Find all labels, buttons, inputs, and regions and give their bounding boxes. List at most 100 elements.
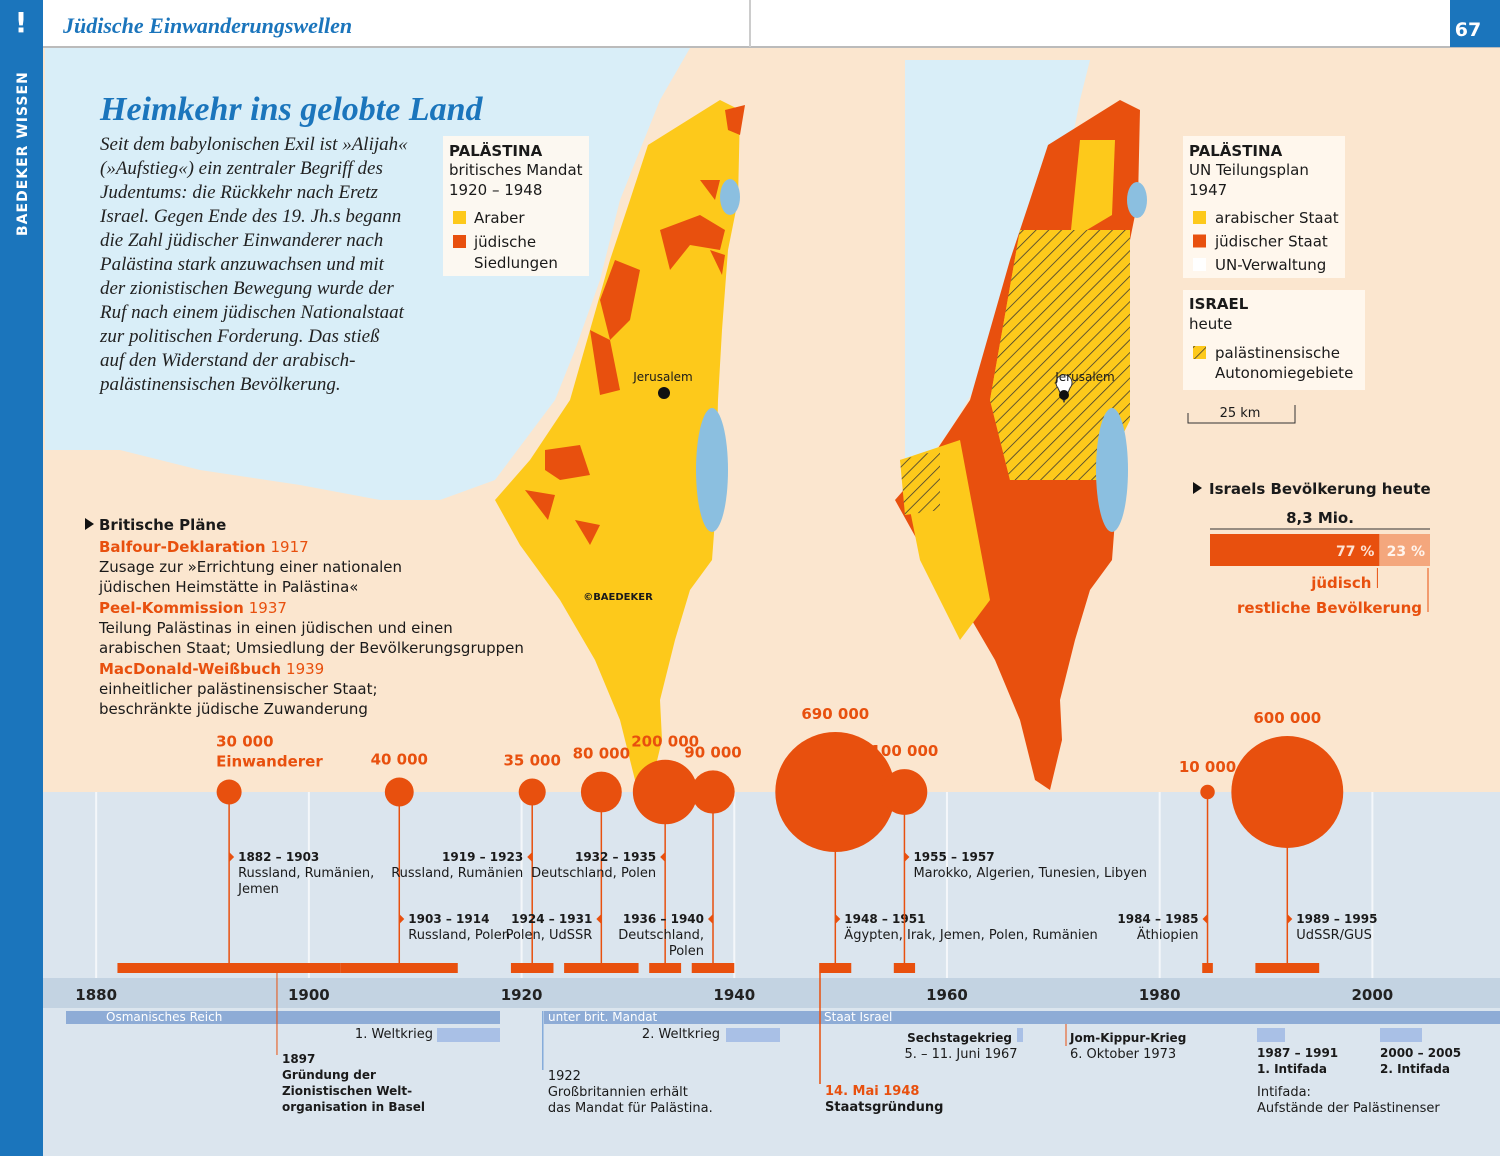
- period-label: 1924 – 1931: [511, 912, 592, 926]
- conflict-bar: [1380, 1028, 1422, 1042]
- conflict-date: 2000 – 2005: [1380, 1046, 1461, 1060]
- legend-label: Siedlungen: [474, 254, 558, 272]
- origin-label: Polen, UdSSR: [506, 928, 593, 943]
- period-label: 1936 – 1940: [623, 912, 704, 926]
- period-bar: [117, 963, 341, 973]
- plan-text: Zusage zur »Errichtung einer nationalen: [99, 558, 402, 576]
- legend-label: Araber: [474, 209, 525, 227]
- origin-label: Deutschland,: [618, 928, 704, 943]
- section-title: Jüdische Einwanderungswellen: [62, 13, 352, 38]
- city-dot: [1059, 390, 1069, 400]
- intro-line: Ruf nach einem jüdischen Nationalstaat: [99, 302, 405, 323]
- page-box: [1450, 0, 1500, 47]
- bubble-unit: Einwanderer: [216, 752, 323, 770]
- event-text: das Mandat für Palästina.: [548, 1101, 713, 1116]
- origin-label: Russland, Rumänien: [391, 866, 523, 881]
- pointer: [1287, 914, 1293, 924]
- origin-label: UdSSR/GUS: [1296, 928, 1372, 943]
- pointer: [1202, 914, 1208, 924]
- legend-box: [1183, 290, 1365, 390]
- event-text: organisation in Basel: [282, 1100, 425, 1114]
- period-bar: [649, 963, 682, 973]
- intro-line: Seit dem babylonischen Exil ist »Alijah«: [100, 134, 408, 155]
- city-label: Jerusalem: [632, 370, 692, 384]
- x-tick-label: 1980: [1139, 986, 1181, 1004]
- marker: !: [15, 6, 28, 39]
- conflict-label: 1. Intifada: [1257, 1062, 1327, 1076]
- bubble: [1200, 784, 1215, 800]
- era-label: Osmanisches Reich: [106, 1010, 222, 1024]
- bubble: [580, 771, 622, 813]
- legend-box: [443, 136, 589, 276]
- copyright: ©BAEDEKER: [583, 592, 653, 603]
- pointer: [229, 852, 235, 862]
- legend-subtitle: britisches Mandat: [449, 161, 583, 179]
- share-value: 23 %: [1387, 544, 1425, 560]
- city-label: Jerusalem: [1054, 370, 1114, 384]
- plan-heading: Balfour-Deklaration 1917: [99, 538, 309, 556]
- intro-line: die Zahl jüdischer Einwanderer nach: [100, 230, 383, 251]
- era-bar: [544, 1011, 820, 1024]
- sidebar-label: BAEDEKER WISSEN: [15, 71, 31, 236]
- origin-label: Deutschland, Polen: [531, 866, 656, 881]
- legend-swatch: [1193, 258, 1206, 271]
- bubble-label: 200 000: [631, 733, 699, 751]
- conflict-date: 6. Oktober 1973: [1070, 1047, 1176, 1062]
- pointer: [527, 852, 533, 862]
- period-bar: [819, 963, 852, 973]
- event-year: 1922: [548, 1069, 581, 1084]
- x-tick-label: 1920: [501, 986, 543, 1004]
- event-text: Zionistischen Welt-: [282, 1084, 412, 1098]
- conflict-label: 2. Intifada: [1380, 1062, 1450, 1076]
- legend-subtitle: heute: [1189, 315, 1232, 333]
- plan-heading: MacDonald-Weißbuch 1939: [99, 660, 324, 678]
- bubble: [384, 777, 414, 807]
- plan-year: 1939: [286, 660, 324, 678]
- conflict-bar: [1257, 1028, 1285, 1042]
- origin-label: Russland, Polen: [408, 928, 510, 943]
- bubble: [216, 779, 242, 805]
- event-year: 1897: [282, 1052, 315, 1066]
- era-bar: [66, 1011, 500, 1024]
- legend-swatch: [1193, 211, 1206, 224]
- sidebar: [0, 0, 43, 1156]
- period-bar: [340, 963, 458, 973]
- bullet: [85, 518, 94, 530]
- conflict-label: Sechstagekrieg: [907, 1031, 1012, 1045]
- event-text: Staatsgründung: [825, 1100, 943, 1115]
- main-title: Heimkehr ins gelobte Land: [99, 91, 484, 128]
- plan-year: 1917: [271, 538, 309, 556]
- legend-swatch: [453, 235, 466, 248]
- legend-subtitle: 1947: [1189, 181, 1227, 199]
- era-label: unter brit. Mandat: [548, 1010, 658, 1024]
- plan-name: Peel-Kommission: [99, 599, 244, 617]
- intro-line: palästinensischen Bevölkerung.: [98, 374, 341, 395]
- period-label: 1882 – 1903: [238, 850, 319, 864]
- event-text: Großbritannien erhält: [548, 1085, 688, 1100]
- intifada-note: Intifada:: [1257, 1085, 1311, 1100]
- conflict-date: 5. – 11. Juni 1967: [904, 1047, 1017, 1062]
- intro-line: zur politischen Forderung. Das stieß: [99, 326, 380, 347]
- share-name: restliche Bevölkerung: [1237, 599, 1422, 617]
- x-tick-label: 1880: [75, 986, 117, 1004]
- page-number: 67: [1455, 19, 1481, 41]
- plan-name: MacDonald-Weißbuch: [99, 660, 281, 678]
- plan-name: Balfour-Deklaration: [99, 538, 266, 556]
- legend-subtitle: UN Teilungsplan: [1189, 161, 1309, 179]
- era-bar: [820, 1011, 1500, 1024]
- pointer: [708, 914, 714, 924]
- origin-label: Ägypten, Irak, Jemen, Polen, Rumänien: [844, 927, 1097, 943]
- generated-content: Seit dem babylonischen Exil ist »Alijah«…: [66, 134, 1500, 1116]
- share-name: jüdisch: [1310, 574, 1371, 592]
- period-label: 1903 – 1914: [408, 912, 489, 926]
- conflict-label: Jom-Kippur-Krieg: [1069, 1031, 1186, 1045]
- bubble-label: 600 000: [1253, 709, 1321, 727]
- population-total: 8,3 Mio.: [1286, 509, 1354, 527]
- event-date: 14. Mai 1948: [825, 1084, 919, 1099]
- origin-label: Polen: [669, 944, 704, 959]
- plan-text: jüdischen Heimstätte in Palästina«: [98, 578, 358, 596]
- year-strip: [43, 978, 1500, 1008]
- legend-swatch: [1193, 346, 1206, 359]
- intro-line: Judentums: die Rückkehr nach Eretz: [100, 182, 378, 203]
